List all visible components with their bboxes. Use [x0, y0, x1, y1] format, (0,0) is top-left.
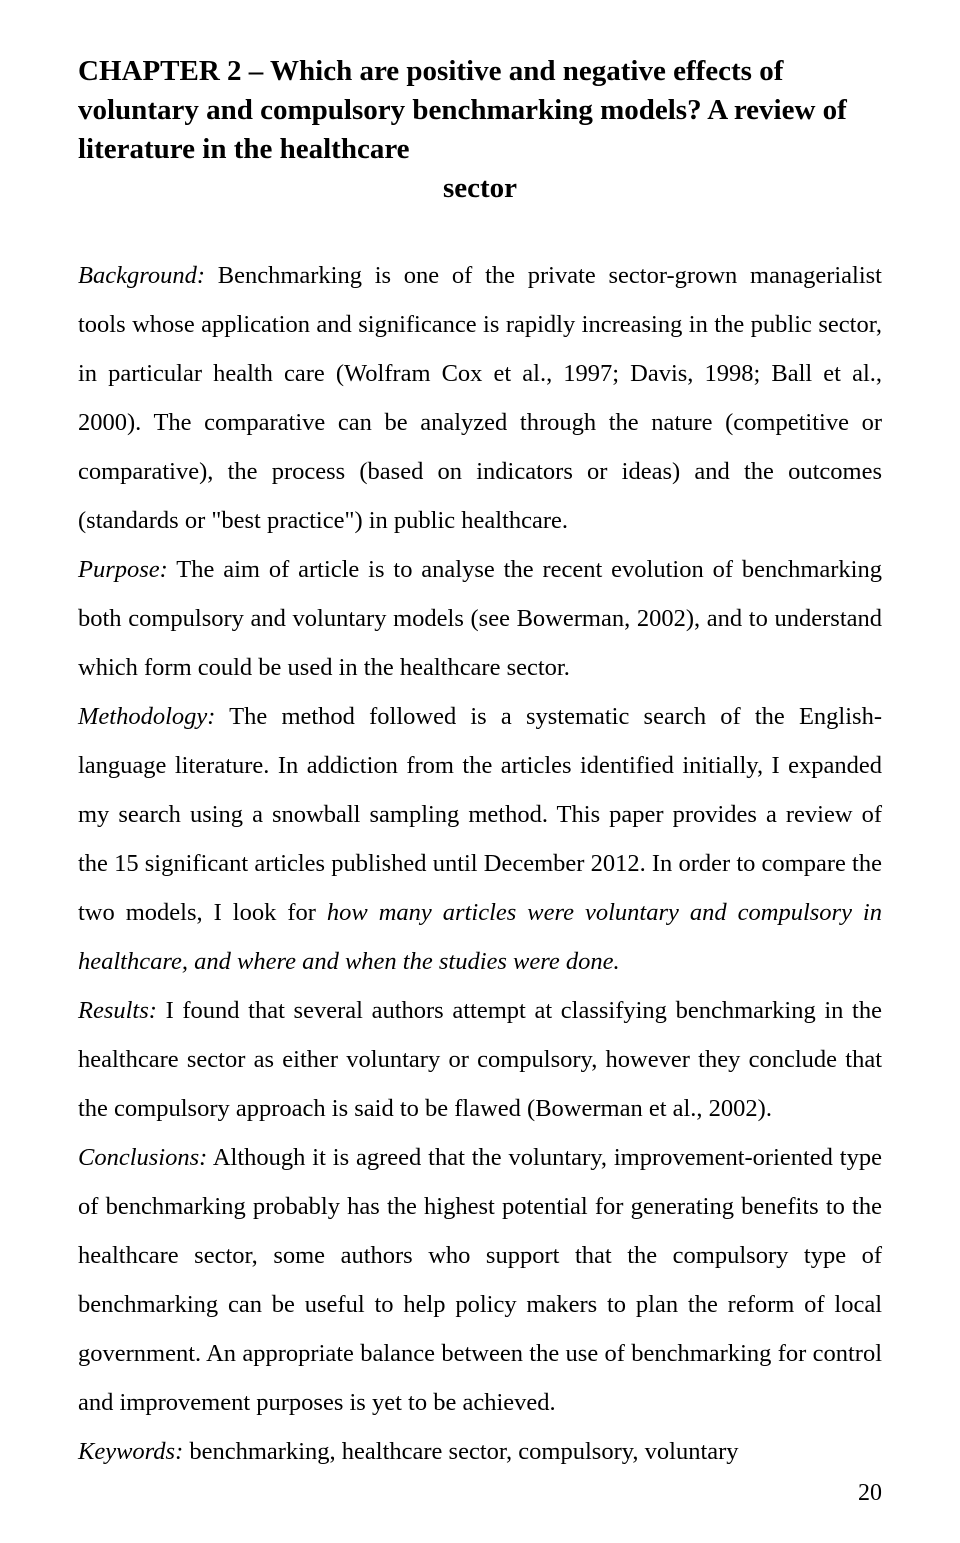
chapter-title-line2: sector	[78, 169, 882, 208]
abstract-body: Background: Benchmarking is one of the p…	[78, 251, 882, 1476]
label-conclusions: Conclusions:	[78, 1144, 207, 1171]
text-results: I found that several authors attempt at …	[78, 997, 882, 1122]
chapter-title: CHAPTER 2 – Which are positive and negat…	[78, 52, 882, 209]
chapter-title-line1: CHAPTER 2 – Which are positive and negat…	[78, 55, 847, 165]
text-conclusions: Although it is agreed that the voluntary…	[78, 1144, 882, 1416]
label-purpose: Purpose:	[78, 556, 168, 583]
text-methodology-a: The method followed is a systematic sear…	[78, 703, 882, 926]
page: CHAPTER 2 – Which are positive and negat…	[0, 0, 960, 1543]
text-purpose: The aim of article is to analyse the rec…	[78, 556, 882, 681]
text-keywords: benchmarking, healthcare sector, compuls…	[183, 1438, 738, 1465]
text-background: Benchmarking is one of the private secto…	[78, 262, 882, 534]
page-number: 20	[858, 1480, 882, 1507]
label-methodology: Methodology:	[78, 703, 215, 730]
label-results: Results:	[78, 997, 157, 1024]
label-background: Background:	[78, 262, 205, 289]
label-keywords: Keywords:	[78, 1438, 183, 1465]
